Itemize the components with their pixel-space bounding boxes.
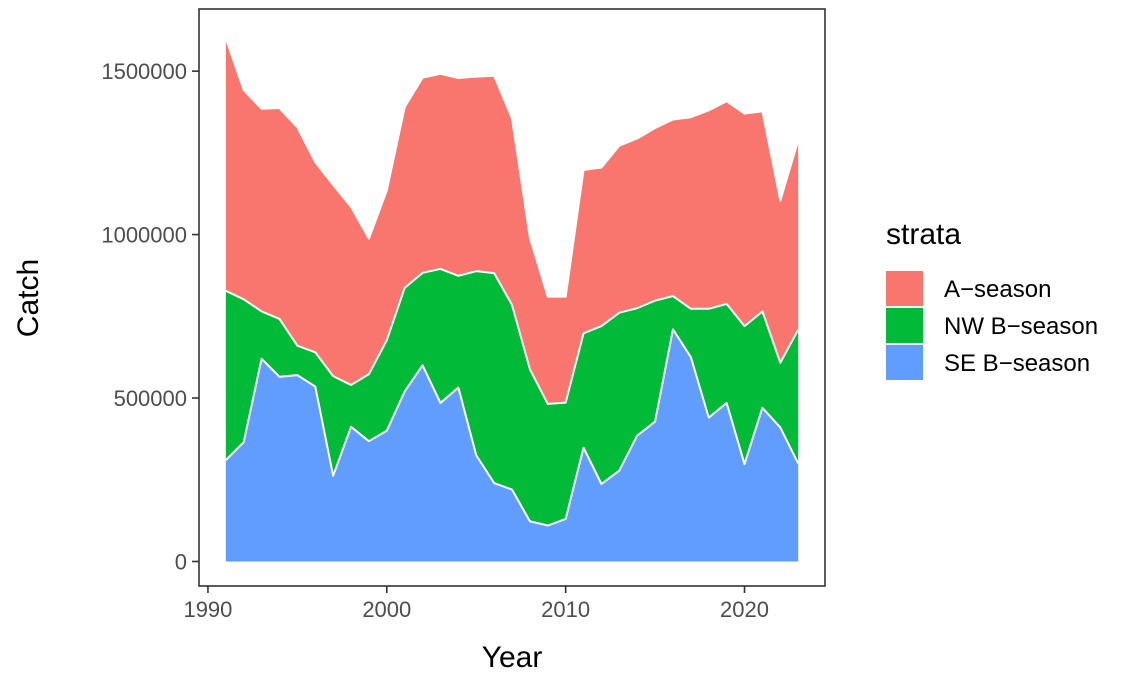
legend-label-se-b-season: SE B−season xyxy=(944,350,1090,377)
area-outlines-layer xyxy=(224,38,800,527)
x-axis: 1990 2000 2010 2020 xyxy=(183,586,769,622)
x-tick-label: 2000 xyxy=(362,597,411,622)
areas-layer xyxy=(225,38,799,562)
legend-key-se-b-season xyxy=(886,345,923,380)
y-tick-label: 1500000 xyxy=(101,59,187,84)
x-tick-label: 1990 xyxy=(183,597,232,622)
y-axis-title: Catch xyxy=(12,259,45,337)
area-outline-se-b-season xyxy=(225,328,800,527)
legend-label-nw-b-season: NW B−season xyxy=(944,313,1098,340)
area-se-b-season xyxy=(225,329,799,562)
y-axis: 0 500000 1000000 1500000 xyxy=(101,59,199,574)
y-tick-label: 500000 xyxy=(114,386,187,411)
y-tick-label: 1000000 xyxy=(101,223,187,248)
area-nw-b-season xyxy=(225,268,799,526)
legend-key-nw-b-season xyxy=(886,308,923,343)
y-tick-label: 0 xyxy=(175,549,187,574)
x-axis-title: Year xyxy=(482,641,543,674)
area-a-season xyxy=(225,38,799,404)
legend-title: strata xyxy=(886,218,961,251)
x-tick-label: 2020 xyxy=(720,597,769,622)
legend-label-a-season: A−season xyxy=(944,276,1051,303)
legend-key-a-season xyxy=(886,271,923,306)
x-tick-label: 2010 xyxy=(541,597,590,622)
area-outline-a-season xyxy=(224,38,800,298)
legend: strata A−season NW B−season SE B−season xyxy=(886,218,1098,380)
plot-border xyxy=(198,8,826,587)
area-outline-nw-b-season xyxy=(225,267,800,405)
legend-items: A−season NW B−season SE B−season xyxy=(886,271,1098,380)
